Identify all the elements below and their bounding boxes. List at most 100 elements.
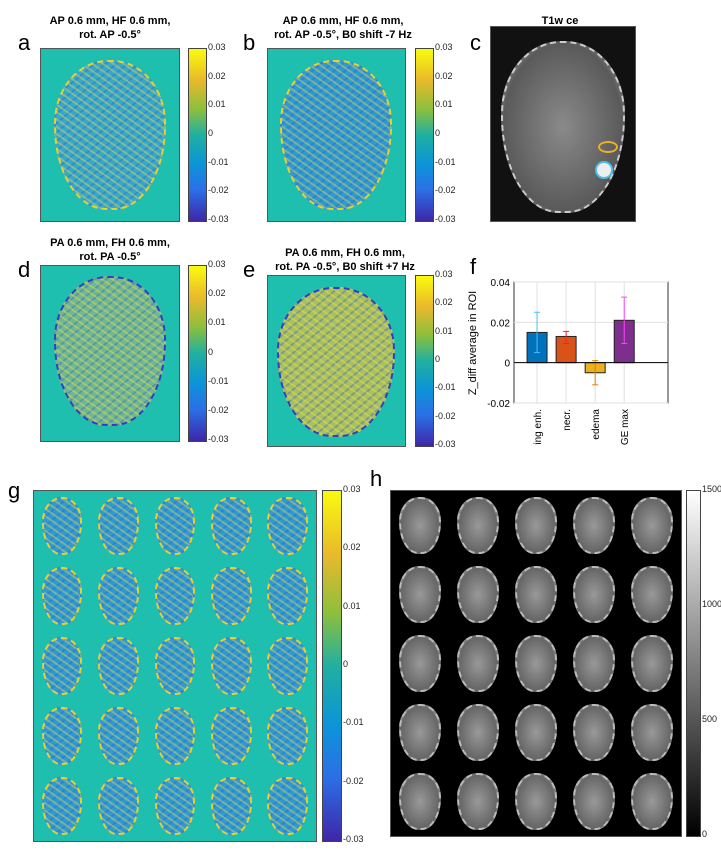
slice-thumbnail xyxy=(211,777,252,835)
slice-thumbnail xyxy=(41,567,83,625)
colorbar-tick: 1500 xyxy=(702,484,721,494)
colorbar-tick: -0.03 xyxy=(435,439,456,449)
panel-label-h: h xyxy=(370,466,383,491)
slice-thumbnail xyxy=(631,566,673,623)
y-tick-label: -0.02 xyxy=(487,399,510,410)
panel-c-title: T1w ce xyxy=(541,15,579,27)
slice-thumbnail xyxy=(267,707,309,765)
slice-thumbnail xyxy=(457,566,499,623)
colorbar-tick: -0.03 xyxy=(343,834,364,844)
panel-label-f: f xyxy=(470,254,477,279)
slice-thumbnail xyxy=(515,497,557,554)
slice-thumbnail xyxy=(154,777,196,835)
slice-thumbnail xyxy=(98,497,139,555)
colorbar-tick: -0.03 xyxy=(208,214,229,224)
colorbar-tick: 0 xyxy=(208,128,214,138)
slice-thumbnail xyxy=(515,704,557,761)
slice-thumbnail xyxy=(154,637,196,695)
panel-label-c: c xyxy=(470,30,481,55)
slice-thumbnail xyxy=(399,773,441,830)
tumor-roi xyxy=(595,161,613,179)
brain-slice xyxy=(54,276,166,426)
slice-thumbnail xyxy=(267,777,309,835)
panel-e-title: PA 0.6 mm, FH 0.6 mm, rot. PA -0.5°, B0 s… xyxy=(260,246,430,274)
colorbar-tick: 0.02 xyxy=(435,70,453,81)
colorbar-h xyxy=(686,490,701,837)
edema-roi xyxy=(598,141,618,153)
panel-label-d: d xyxy=(18,257,31,282)
colorbar-tick: 0 xyxy=(208,346,214,357)
slice-thumbnail xyxy=(573,773,615,830)
y-axis-label: Z_diff average in ROI xyxy=(467,291,479,395)
slice-thumbnail xyxy=(98,777,139,835)
zdiff-map-e xyxy=(267,275,406,447)
y-tick-label: 0.02 xyxy=(491,318,511,329)
colorbar-tick: -0.01 xyxy=(208,156,229,167)
colorbar-tick: 0 xyxy=(435,354,441,364)
slice-thumbnail xyxy=(98,707,139,765)
slice-thumbnail xyxy=(154,707,196,765)
zdiff-map-b xyxy=(267,48,406,222)
colorbar-tick: -0.02 xyxy=(208,185,229,196)
zdiff-slices-grid xyxy=(33,490,317,842)
panel-b-title: AP 0.6 mm, HF 0.6 mm, rot. AP -0.5°, B0 s… xyxy=(258,14,428,42)
x-tick-label: necr. xyxy=(562,409,573,431)
slice-thumbnail xyxy=(457,635,499,692)
panel-d-title: PA 0.6 mm, FH 0.6 mm, rot. PA -0.5° xyxy=(30,236,190,264)
slice-thumbnail xyxy=(573,566,615,623)
t1w-ce-image xyxy=(490,26,636,222)
colorbar-tick: 0.01 xyxy=(208,99,226,110)
colorbar-tick: -0.01 xyxy=(435,382,456,393)
x-tick-label: DGE max xyxy=(620,409,631,445)
slice-thumbnail xyxy=(573,635,615,692)
zdiff-map-a xyxy=(40,48,180,222)
colorbar-tick: 0.03 xyxy=(435,42,453,52)
colorbar-tick: 500 xyxy=(702,714,718,724)
colorbar-e xyxy=(415,275,434,447)
slice-thumbnail xyxy=(457,704,499,761)
colorbar-tick: -0.03 xyxy=(208,434,229,444)
colorbar-tick: 0.02 xyxy=(208,288,226,299)
panel-label-e: e xyxy=(243,257,256,282)
x-tick-label: edema xyxy=(591,409,602,440)
colorbar-d xyxy=(188,265,207,442)
slice-thumbnail xyxy=(211,567,252,625)
colorbar-tick: 0.01 xyxy=(343,600,361,611)
title-line: rot. AP -0.5°, B0 shift -7 Hz xyxy=(274,29,412,41)
x-tick-label: ring enh. xyxy=(533,409,544,445)
t1w-slices-grid xyxy=(390,490,682,837)
slice-thumbnail xyxy=(399,704,441,761)
colorbar-tick: -0.02 xyxy=(208,404,229,415)
slice-thumbnail xyxy=(631,704,673,761)
slice-thumbnail xyxy=(41,497,83,555)
slice-thumbnail xyxy=(41,637,83,695)
slice-thumbnail xyxy=(41,707,83,765)
colorbar-g xyxy=(322,490,342,842)
slice-thumbnail xyxy=(457,497,499,554)
slice-thumbnail xyxy=(399,497,441,554)
colorbar-tick: 0.03 xyxy=(208,42,226,52)
panel-a-title: AP 0.6 mm, HF 0.6 mm, rot. AP -0.5° xyxy=(30,14,190,42)
colorbar-tick: 0.02 xyxy=(435,297,453,308)
colorbar-tick: 1000 xyxy=(702,599,721,609)
colorbar-tick: 0.02 xyxy=(208,70,226,81)
colorbar-tick: 0.02 xyxy=(343,542,361,553)
colorbar-tick: 0 xyxy=(702,829,708,839)
colorbar-a xyxy=(188,48,207,222)
slice-thumbnail xyxy=(41,777,83,835)
y-tick-label: 0 xyxy=(504,359,510,370)
slice-thumbnail xyxy=(98,567,139,625)
slice-thumbnail xyxy=(573,497,615,554)
slice-thumbnail xyxy=(399,566,441,623)
slice-thumbnail xyxy=(267,497,309,555)
slice-thumbnail xyxy=(515,773,557,830)
colorbar-tick: 0.03 xyxy=(343,484,361,494)
colorbar-tick: -0.02 xyxy=(435,185,456,196)
colorbar-tick: 0.03 xyxy=(208,259,226,269)
title-line: rot. PA -0.5° xyxy=(79,251,141,263)
title-line: PA 0.6 mm, FH 0.6 mm, xyxy=(285,247,405,259)
title-line: AP 0.6 mm, HF 0.6 mm, xyxy=(49,15,171,27)
slice-thumbnail xyxy=(267,567,309,625)
slice-thumbnail xyxy=(573,704,615,761)
colorbar-tick: 0 xyxy=(343,659,349,669)
